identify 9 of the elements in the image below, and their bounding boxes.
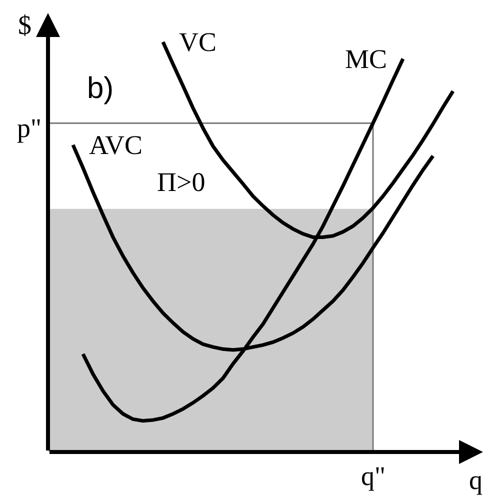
series-label: AVC: [89, 130, 143, 160]
annotation: b): [87, 72, 114, 105]
y-axis-title: $: [18, 10, 32, 40]
series-label: VC: [179, 27, 217, 57]
annotation: Π>0: [157, 167, 206, 197]
series-label: MC: [345, 44, 388, 74]
text: q": [361, 461, 386, 491]
ref-line-label: p": [17, 113, 42, 143]
x-axis-title: q: [469, 465, 483, 495]
